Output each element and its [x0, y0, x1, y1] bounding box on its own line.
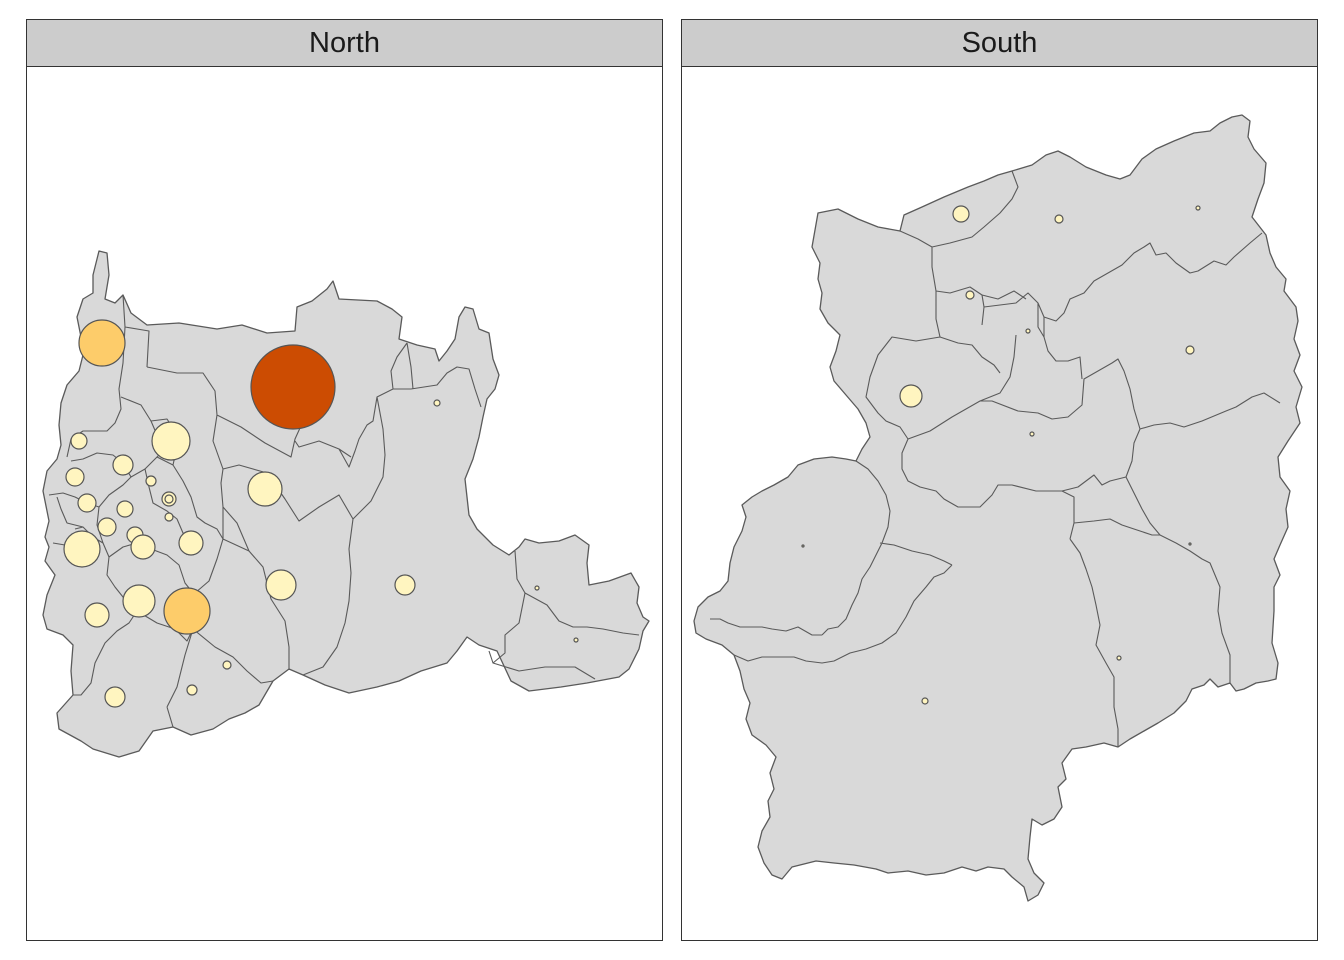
south-symbol-11	[1116, 655, 1122, 661]
north-symbol-17	[178, 530, 204, 556]
north-symbol-11	[116, 500, 134, 518]
north-symbol-27	[186, 684, 198, 696]
facet-strip-south: South	[682, 20, 1317, 67]
south-symbol-12	[921, 697, 929, 705]
south-symbol-3	[1195, 205, 1201, 211]
north-symbol-1	[78, 319, 126, 367]
north-symbol-10	[164, 494, 174, 504]
south-symbol-1	[952, 205, 970, 223]
map-area-south	[682, 67, 1317, 940]
north-symbol-20	[122, 584, 156, 618]
south-symbol-6	[1185, 345, 1195, 355]
north-symbol-24	[433, 399, 441, 407]
south-symbol-10	[1188, 542, 1192, 546]
facet-label-north: North	[309, 26, 380, 59]
north-symbol-29	[573, 637, 579, 643]
north-symbol-6	[65, 467, 85, 487]
north-symbol-26	[222, 660, 232, 670]
south-symbol-5	[1025, 328, 1031, 334]
north-symbol-18	[247, 471, 283, 507]
south-symbol-2	[1054, 214, 1064, 224]
north-bubbles	[63, 319, 579, 708]
map-area-north	[27, 67, 662, 940]
north-symbol-22	[84, 602, 110, 628]
north-symbol-15	[63, 530, 101, 568]
north-symbol-4	[70, 432, 88, 450]
facet-label-south: South	[961, 26, 1038, 59]
north-symbol-5	[112, 454, 134, 476]
north-symbol-28	[534, 585, 540, 591]
north-symbol-3	[151, 421, 191, 461]
south-symbol-8	[1029, 431, 1035, 437]
south-symbol-9	[801, 544, 805, 548]
north-symbol-2	[250, 344, 336, 430]
north-symbol-23	[394, 574, 416, 596]
north-symbol-13	[97, 517, 117, 537]
south-bubbles	[801, 205, 1201, 705]
north-symbol-8	[145, 475, 157, 487]
panel-south: South	[681, 19, 1318, 941]
south-symbol-4	[965, 290, 975, 300]
north-symbol-19	[265, 569, 297, 601]
facet-strip-north: North	[27, 20, 662, 67]
north-symbol-25	[104, 686, 126, 708]
south-district-boundaries	[710, 170, 1281, 747]
south-region-outline	[693, 114, 1303, 902]
north-symbol-21	[163, 587, 211, 635]
north-symbol-7	[77, 493, 97, 513]
north-symbol-16	[130, 534, 156, 560]
panel-north: North	[26, 19, 663, 941]
north-symbol-12	[164, 512, 174, 522]
south-symbol-7	[899, 384, 923, 408]
south-map	[693, 114, 1303, 902]
